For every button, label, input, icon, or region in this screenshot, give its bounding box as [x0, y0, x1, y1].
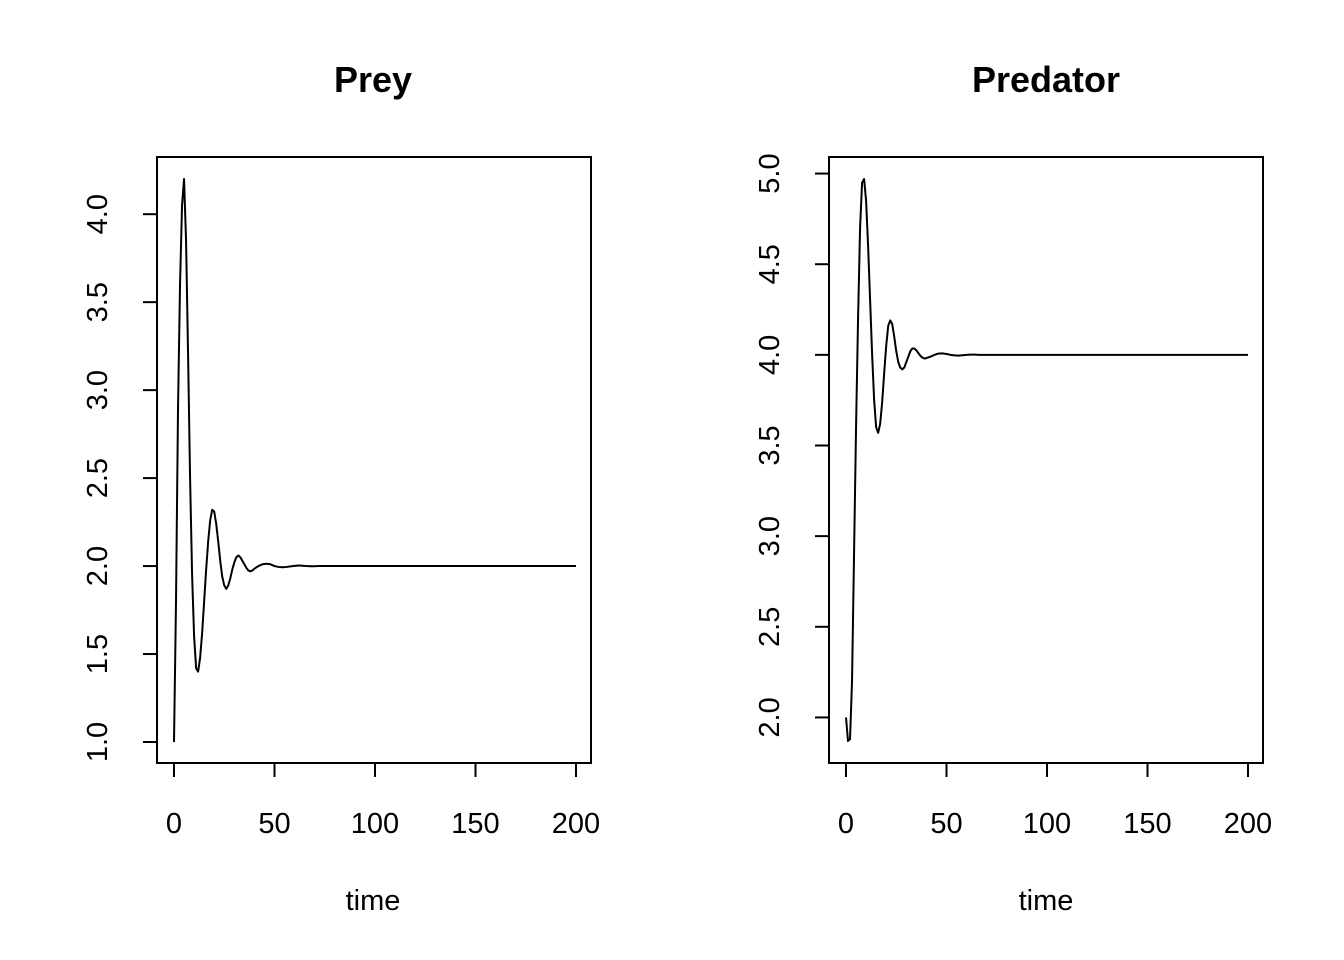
y-tick-label: 5.0: [754, 153, 786, 193]
y-tick-label: 3.0: [82, 370, 114, 410]
y-axis: 2.0 2.5 3.0 3.5 4.0 4.5 5.0: [754, 153, 830, 738]
x-tick-label: 150: [1123, 808, 1171, 840]
plot-frame: [156, 156, 592, 764]
x-tick-label: 0: [838, 808, 854, 840]
y-tick-label: 1.0: [82, 722, 114, 762]
x-axis-label: time: [346, 885, 401, 917]
chart-title: Predator: [972, 59, 1120, 100]
series-line: [845, 178, 1248, 742]
x-tick-label: 0: [166, 808, 182, 840]
chart-title: Prey: [334, 59, 412, 100]
x-tick-label: 50: [930, 808, 962, 840]
x-tick-label: 50: [258, 808, 290, 840]
x-axis: 0 50 100 150 200: [166, 762, 600, 840]
y-tick-label: 2.5: [82, 458, 114, 498]
y-tick-label: 4.0: [82, 194, 114, 234]
x-tick-label: 200: [1224, 808, 1272, 840]
plot-frame: [828, 156, 1264, 764]
y-tick-label: 3.0: [754, 516, 786, 556]
y-tick-label: 2.0: [82, 546, 114, 586]
x-tick-label: 150: [451, 808, 499, 840]
series-line: [173, 178, 576, 743]
y-tick-label: 3.5: [754, 425, 786, 465]
x-tick-label: 100: [1023, 808, 1071, 840]
y-tick-label: 2.5: [754, 607, 786, 647]
x-axis-label: time: [1019, 885, 1074, 917]
x-tick-label: 100: [351, 808, 399, 840]
y-tick-label: 2.0: [754, 697, 786, 737]
x-axis: 0 50 100 150 200: [838, 762, 1272, 840]
y-tick-label: 4.0: [754, 335, 786, 375]
chart-panel-predator: Predator 0 50 100 150 200 2.0 2.5 3.0 3.5 4.0 4.5…: [754, 59, 1272, 917]
y-axis: 1.0 1.5 2.0 2.5 3.0 3.5 4.0: [82, 194, 158, 762]
chart-panel-prey: Prey 0 50 100 150 200 1.01.52.02.53.03.54.0 …: [82, 59, 600, 917]
y-tick-label: 4.5: [754, 244, 786, 284]
x-tick-label: 200: [552, 808, 600, 840]
y-tick-label: 3.5: [82, 282, 114, 322]
y-tick-label: 1.5: [82, 634, 114, 674]
